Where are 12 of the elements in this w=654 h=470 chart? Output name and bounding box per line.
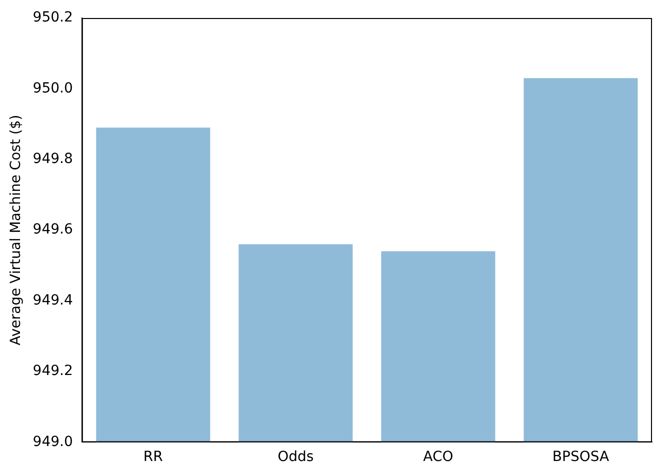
x-tick-label: ACO — [423, 449, 454, 466]
y-tick-label: 949.6 — [32, 222, 73, 238]
y-tick-label: 949.0 — [32, 434, 73, 450]
x-tick-label: BPSOSA — [552, 449, 610, 466]
x-tick-label: RR — [143, 449, 164, 466]
y-tick-label: 950.0 — [32, 80, 73, 96]
y-tick-label: 949.4 — [32, 292, 73, 308]
x-tick-label: Odds — [278, 449, 314, 466]
y-tick-label: 949.2 — [32, 363, 73, 380]
y-tick-label: 949.8 — [32, 151, 73, 168]
y-tick-label: 950.2 — [32, 10, 73, 26]
y-axis-title: Average Virtual Machine Cost ($) — [8, 114, 24, 346]
